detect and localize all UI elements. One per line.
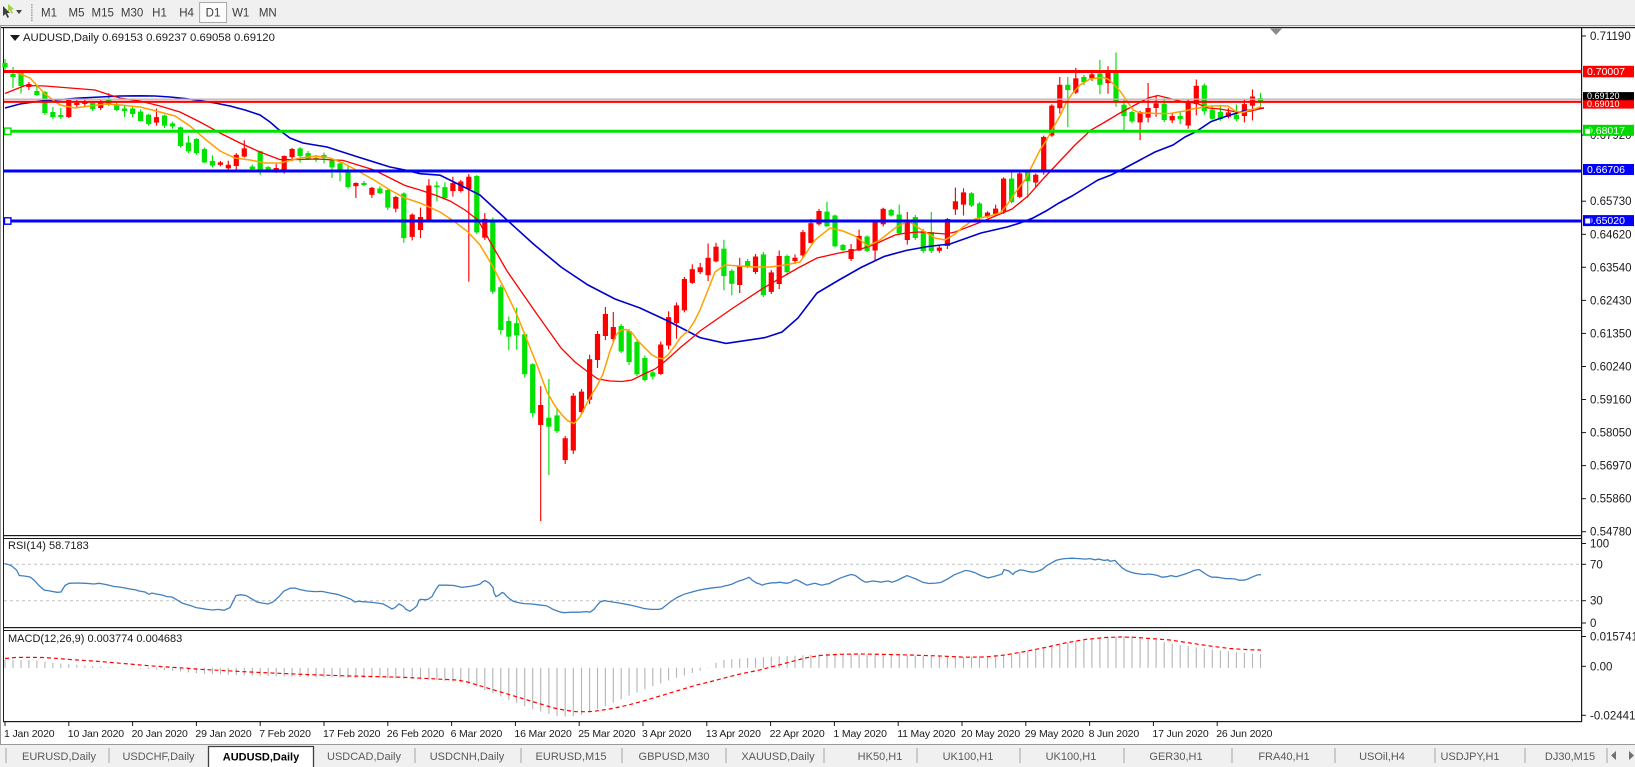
svg-text:26 Jun 2020: 26 Jun 2020 <box>1216 728 1272 740</box>
svg-text:XAUUSD,Daily: XAUUSD,Daily <box>741 751 815 763</box>
svg-text:7 Feb 2020: 7 Feb 2020 <box>259 728 311 740</box>
svg-text:USDCHF,Daily: USDCHF,Daily <box>122 751 195 763</box>
svg-text:11 May 2020: 11 May 2020 <box>897 728 956 740</box>
svg-text:EURUSD,M15: EURUSD,M15 <box>536 751 607 763</box>
svg-text:RSI(14) 58.7183: RSI(14) 58.7183 <box>8 540 89 552</box>
svg-text:0.71190: 0.71190 <box>1590 31 1631 43</box>
svg-text:W1: W1 <box>232 8 249 20</box>
svg-text:MN: MN <box>259 8 277 20</box>
svg-text:26 Feb 2020: 26 Feb 2020 <box>387 728 445 740</box>
svg-text:UK100,H1: UK100,H1 <box>943 751 994 763</box>
svg-text:-0.024412: -0.024412 <box>1590 710 1635 722</box>
svg-text:USDCAD,Daily: USDCAD,Daily <box>327 751 401 763</box>
svg-text:GER30,H1: GER30,H1 <box>1149 751 1202 763</box>
svg-text:20 Jan 2020: 20 Jan 2020 <box>132 728 188 740</box>
svg-text:M15: M15 <box>92 8 114 20</box>
svg-text:3 Apr 2020: 3 Apr 2020 <box>642 728 692 740</box>
svg-text:USDCNH,Daily: USDCNH,Daily <box>430 751 505 763</box>
svg-text:16 Mar 2020: 16 Mar 2020 <box>514 728 572 740</box>
svg-text:1 May 2020: 1 May 2020 <box>833 728 887 740</box>
svg-text:0.00: 0.00 <box>1590 661 1612 673</box>
svg-text:70: 70 <box>1590 559 1603 571</box>
svg-text:100: 100 <box>1590 539 1609 551</box>
svg-text:0.61350: 0.61350 <box>1590 328 1632 340</box>
svg-text:22 Apr 2020: 22 Apr 2020 <box>770 728 825 740</box>
svg-text:0.56970: 0.56970 <box>1590 461 1632 473</box>
svg-text:1 Jan 2020: 1 Jan 2020 <box>4 728 55 740</box>
svg-text:0.59160: 0.59160 <box>1590 395 1632 407</box>
svg-text:0.64620: 0.64620 <box>1590 229 1632 241</box>
svg-text:UK100,H1: UK100,H1 <box>1046 751 1097 763</box>
svg-text:HK50,H1: HK50,H1 <box>858 751 903 763</box>
svg-text:13 Apr 2020: 13 Apr 2020 <box>706 728 761 740</box>
svg-text:0.68017: 0.68017 <box>1587 125 1625 137</box>
svg-text:0.65730: 0.65730 <box>1590 196 1632 208</box>
svg-text:20 May 2020: 20 May 2020 <box>961 728 1020 740</box>
svg-text:AUDUSD,Daily 0.69153 0.69237: AUDUSD,Daily 0.69153 0.69237 0.69058 0.6… <box>23 32 275 44</box>
svg-text:0: 0 <box>1590 618 1596 630</box>
svg-text:0.65020: 0.65020 <box>1587 215 1625 227</box>
svg-text:0.69010: 0.69010 <box>1587 99 1620 109</box>
svg-text:0.015741: 0.015741 <box>1590 632 1635 644</box>
svg-text:0.54780: 0.54780 <box>1590 527 1632 539</box>
svg-text:17 Feb 2020: 17 Feb 2020 <box>323 728 381 740</box>
svg-text:0.60240: 0.60240 <box>1590 362 1632 374</box>
svg-text:29 May 2020: 29 May 2020 <box>1025 728 1084 740</box>
svg-text:AUDUSD,Daily: AUDUSD,Daily <box>223 752 300 764</box>
svg-text:M1: M1 <box>41 8 57 20</box>
svg-text:USOil,H4: USOil,H4 <box>1359 751 1405 763</box>
svg-text:H4: H4 <box>179 8 194 20</box>
svg-text:DJ30,M15: DJ30,M15 <box>1545 751 1595 763</box>
svg-text:USDJPY,H1: USDJPY,H1 <box>1440 751 1499 763</box>
svg-text:0.69120: 0.69120 <box>1587 91 1620 101</box>
svg-text:30: 30 <box>1590 596 1603 608</box>
svg-text:MACD(12,26,9) 0.003774 0.00468: MACD(12,26,9) 0.003774 0.004683 <box>8 633 182 645</box>
svg-text:FRA40,H1: FRA40,H1 <box>1258 751 1309 763</box>
svg-text:M5: M5 <box>69 8 85 20</box>
svg-text:17 Jun 2020: 17 Jun 2020 <box>1152 728 1208 740</box>
svg-text:H1: H1 <box>152 8 167 20</box>
svg-text:D1: D1 <box>206 8 221 20</box>
svg-text:0.55860: 0.55860 <box>1590 494 1632 506</box>
svg-text:0.58050: 0.58050 <box>1590 428 1632 440</box>
svg-text:0.63540: 0.63540 <box>1590 262 1632 274</box>
svg-text:0.66706: 0.66706 <box>1587 164 1625 176</box>
svg-text:GBPUSD,M30: GBPUSD,M30 <box>639 751 710 763</box>
svg-text:0.70007: 0.70007 <box>1587 66 1625 78</box>
svg-text:10 Jan 2020: 10 Jan 2020 <box>68 728 124 740</box>
svg-text:0.62430: 0.62430 <box>1590 295 1632 307</box>
svg-text:EURUSD,Daily: EURUSD,Daily <box>22 751 96 763</box>
svg-text:8 Jun 2020: 8 Jun 2020 <box>1089 728 1140 740</box>
svg-text:29 Jan 2020: 29 Jan 2020 <box>195 728 251 740</box>
svg-text:M30: M30 <box>121 8 143 20</box>
svg-text:25 Mar 2020: 25 Mar 2020 <box>578 728 636 740</box>
svg-text:6 Mar 2020: 6 Mar 2020 <box>451 728 503 740</box>
